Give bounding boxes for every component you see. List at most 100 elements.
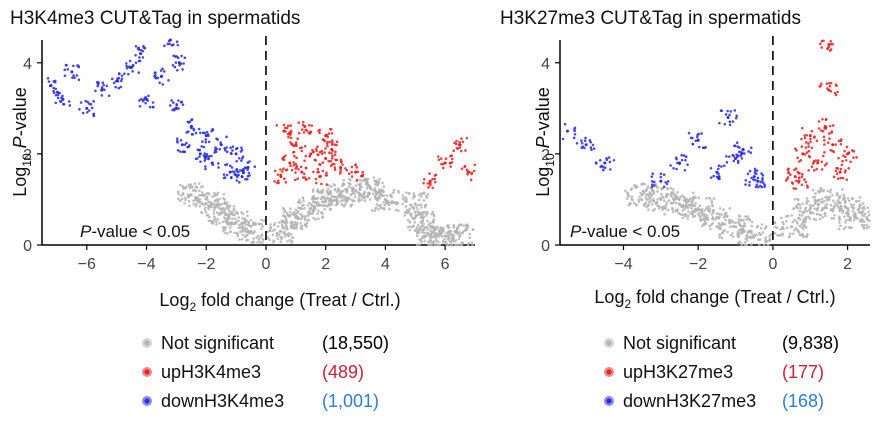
data-point-ns	[708, 196, 711, 200]
data-point-ns	[806, 233, 809, 236]
data-point-up	[332, 162, 336, 166]
data-point-ns	[675, 209, 679, 213]
legend-label: Not significant	[161, 333, 274, 353]
data-point-ns	[339, 199, 343, 203]
data-point-down	[236, 170, 240, 174]
data-point-ns	[322, 200, 326, 204]
data-point-ns	[354, 188, 358, 192]
data-point-up	[814, 159, 818, 162]
data-point-down	[85, 106, 89, 110]
data-point-ns	[378, 177, 381, 181]
legend-count: (168)	[782, 391, 824, 411]
data-point-down	[609, 168, 612, 171]
data-point-up	[324, 134, 328, 138]
data-point-ns	[258, 241, 262, 244]
data-point-up	[300, 170, 304, 174]
data-point-down	[228, 170, 232, 174]
data-point-up	[443, 161, 447, 165]
data-point-ns	[213, 215, 216, 218]
data-point-up	[316, 145, 319, 148]
data-point-ns	[363, 199, 367, 202]
legend-count: (18,550)	[322, 333, 389, 353]
data-point-up	[803, 136, 807, 140]
data-point-up	[798, 176, 801, 180]
data-point-up	[289, 164, 292, 168]
data-point-ns	[328, 202, 331, 205]
data-point-ns	[861, 211, 864, 214]
data-point-ns	[198, 199, 201, 202]
data-point-ns	[407, 225, 410, 229]
data-point-ns	[663, 212, 666, 216]
data-point-down	[73, 76, 76, 80]
data-point-down	[709, 166, 713, 170]
data-point-ns	[317, 204, 320, 208]
data-point-ns	[337, 190, 341, 193]
data-point-ns	[829, 190, 832, 194]
data-point-up	[318, 163, 322, 166]
data-point-ns	[421, 213, 424, 217]
data-point-ns	[311, 188, 315, 192]
data-point-ns	[785, 219, 788, 223]
data-point-up	[805, 151, 809, 154]
data-point-down	[56, 96, 60, 100]
data-point-ns	[382, 185, 386, 188]
data-point-ns	[418, 198, 421, 202]
data-point-up	[427, 186, 430, 189]
data-point-down	[590, 148, 593, 151]
data-point-ns	[433, 226, 437, 229]
data-point-up	[843, 171, 847, 174]
data-point-up	[328, 151, 331, 155]
data-point-ns	[846, 197, 850, 200]
data-point-ns	[801, 232, 804, 236]
data-point-ns	[423, 235, 427, 238]
data-point-ns	[779, 233, 782, 237]
data-point-ns	[797, 202, 800, 206]
data-point-ns	[363, 195, 366, 199]
data-point-ns	[745, 218, 748, 221]
data-point-ns	[802, 223, 806, 227]
data-point-down	[228, 164, 232, 168]
data-point-up	[281, 170, 284, 173]
data-point-ns	[353, 192, 356, 195]
data-point-ns	[373, 209, 377, 213]
data-point-ns	[828, 195, 832, 199]
data-point-ns	[692, 191, 695, 195]
data-point-up	[284, 180, 288, 184]
data-point-ns	[865, 226, 869, 230]
data-point-ns	[344, 195, 347, 199]
data-point-down	[102, 83, 106, 87]
data-point-up	[824, 117, 828, 121]
data-point-down	[248, 160, 251, 163]
data-point-ns	[300, 224, 304, 228]
data-point-ns	[812, 217, 816, 221]
data-point-down	[680, 158, 684, 162]
data-point-ns	[283, 235, 287, 238]
data-point-down	[56, 93, 60, 97]
data-point-up	[426, 182, 430, 185]
data-point-down	[172, 54, 176, 58]
data-point-ns	[289, 232, 293, 236]
data-point-ns	[672, 210, 675, 214]
data-point-ns	[694, 202, 697, 205]
data-point-ns	[793, 197, 797, 201]
data-point-ns	[282, 207, 286, 211]
data-point-ns	[738, 223, 742, 227]
data-point-up	[288, 161, 292, 165]
data-point-ns	[655, 185, 659, 188]
data-point-down	[100, 86, 104, 89]
data-point-up	[327, 132, 331, 135]
data-point-down	[185, 141, 188, 145]
data-point-ns	[808, 207, 812, 211]
data-point-ns	[860, 223, 864, 227]
data-point-up	[434, 173, 438, 177]
data-point-ns	[765, 240, 769, 243]
data-point-ns	[738, 231, 742, 235]
data-point-down	[70, 70, 74, 74]
data-point-ns	[408, 221, 412, 224]
data-point-up	[282, 129, 286, 133]
data-point-ns	[337, 187, 340, 191]
data-point-ns	[734, 221, 738, 225]
data-point-ns	[456, 231, 460, 234]
data-point-ns	[373, 187, 377, 190]
legend-marker-core	[606, 340, 612, 346]
